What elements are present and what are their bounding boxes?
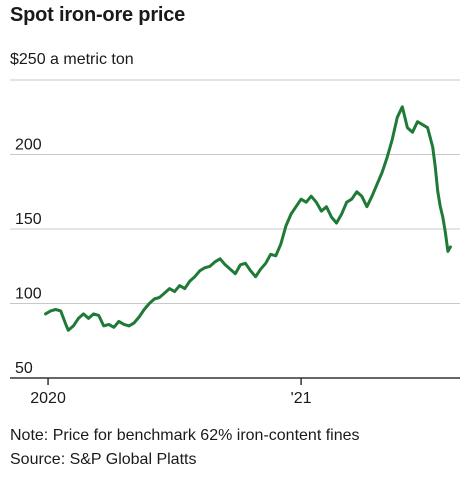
y-tick-label-200: 200 [15,137,42,154]
x-tick-label-0: 2020 [30,390,66,407]
y-tick-label-100: 100 [15,286,42,303]
y-tick-label-50: 50 [15,360,33,377]
y-tick-label-150: 150 [15,211,42,228]
series-line-0 [44,105,452,332]
line-chart: 200 150 100 50 2020 '21 [10,79,460,407]
x-tick-label-1: '21 [291,390,312,407]
y-axis-unit-label: $250 a metric ton [10,51,134,68]
note-text: Note: Price for benchmark 62% iron-conte… [10,427,360,444]
source-text: Source: S&P Global Platts [10,451,197,468]
chart-title: Spot iron-ore price [10,4,186,26]
gridlines [10,79,460,304]
chart-footnote: Note: Price for benchmark 62% iron-conte… [10,424,360,472]
y-tick-labels: 200 150 100 50 [15,137,42,378]
series-layer [44,105,452,332]
x-axis: 2020 '21 [10,377,460,407]
